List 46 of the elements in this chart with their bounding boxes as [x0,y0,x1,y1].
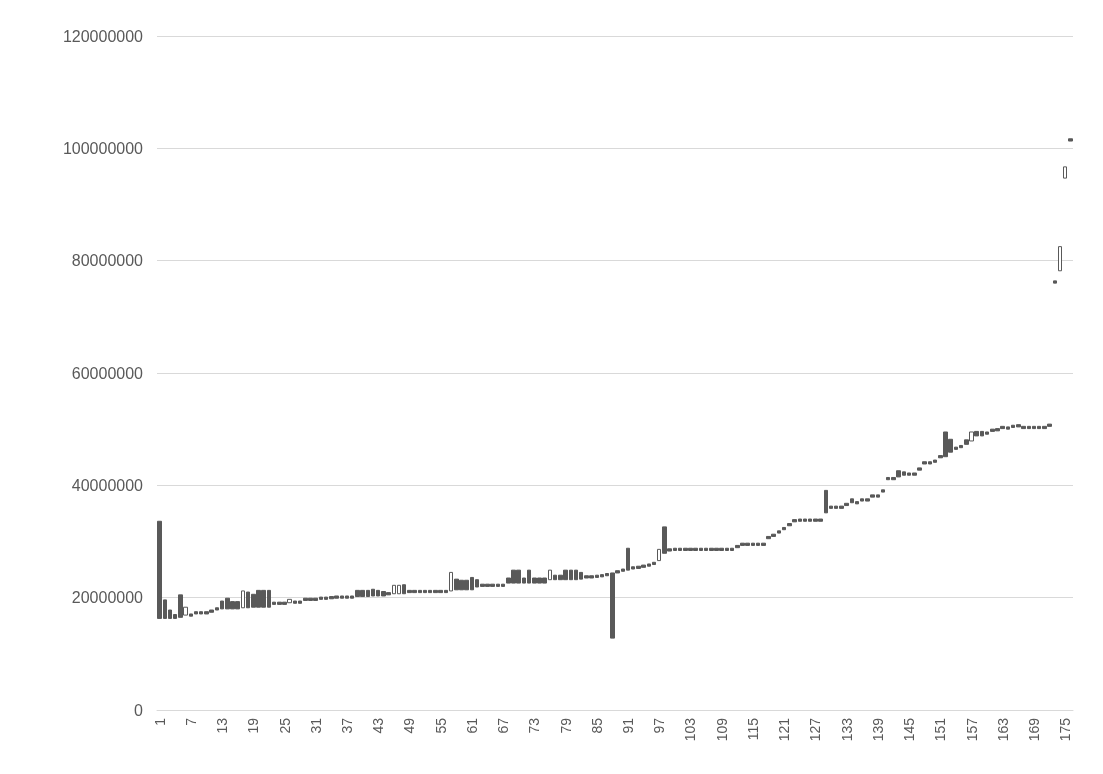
x-tick-label: 115 [744,717,761,741]
x-tick-label: 109 [713,717,730,742]
candlestick [1053,280,1057,284]
y-tick-label: 60000000 [71,364,144,382]
candlestick [1068,138,1073,142]
x-tick-label: 145 [901,717,918,742]
x-tick-label: 49 [401,717,418,734]
x-tick-label: 1 [151,717,168,726]
y-tick-label: 0 [134,701,144,719]
y-tick-label: 120000000 [62,27,144,45]
candlestick [787,523,792,527]
x-tick-label: 133 [838,717,855,742]
x-tick-label: 97 [651,717,668,734]
candlestick [1058,246,1062,272]
y-tick-label: 80000000 [71,252,144,270]
y-tick-label: 100000000 [62,139,144,157]
x-tick-label: 73 [526,717,543,734]
x-tick-label: 55 [432,717,449,734]
x-tick-label: 163 [994,717,1011,742]
x-tick-label: 175 [1057,717,1074,742]
x-tick-label: 151 [932,717,949,742]
x-tick-label: 79 [557,717,574,734]
x-tick-label: 127 [807,717,824,742]
x-tick-label: 91 [620,717,637,734]
x-tick-label: 25 [276,717,293,734]
x-tick-label: 43 [370,717,387,734]
x-tick-label: 139 [869,717,886,742]
x-tick-label: 169 [1025,717,1042,742]
candlestick [917,467,922,471]
x-tick-label: 37 [338,717,355,734]
x-tick-label: 19 [245,717,262,734]
candlestick [881,489,885,493]
x-tick-label: 157 [963,717,980,742]
x-tick-label: 31 [307,717,324,734]
x-tick-label: 67 [495,717,512,734]
y-tick-label: 20000000 [71,589,144,607]
x-tick-label: 61 [463,717,480,734]
candlestick [782,526,786,531]
x-tick-label: 103 [682,717,699,742]
candlestick [1063,166,1067,179]
candlestick [777,530,781,534]
y-tick-label: 40000000 [71,476,144,494]
x-tick-label: 85 [588,717,605,734]
x-tick-label: 13 [214,717,231,734]
x-tick-label: 121 [776,717,793,742]
x-tick-label: 7 [182,717,199,726]
